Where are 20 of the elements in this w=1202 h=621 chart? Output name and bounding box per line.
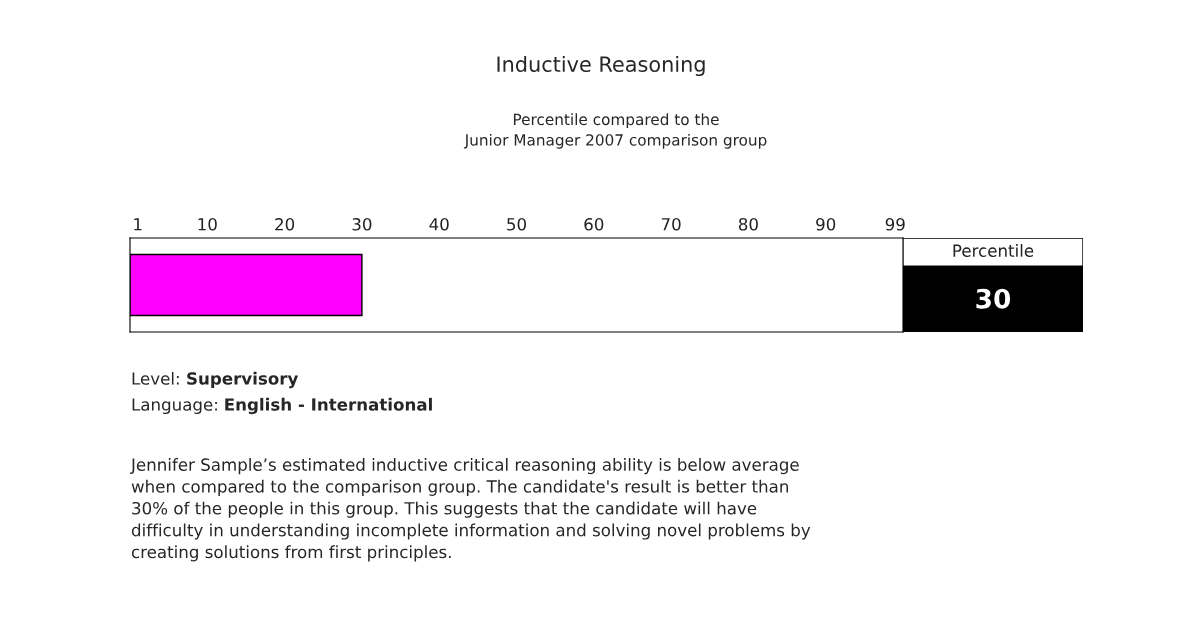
text: Jennifer Sample’s estimated inductive critical reasoning ability is below average when compared to the comparison group. The candidate's result is better than 30% of the people in this group. This suggests that the candidate will have difficulty in understanding incomplete information and solving novel problems by creating solutions from first principles. xyxy=(130,458,811,562)
x-tick-label: 20 xyxy=(275,218,295,231)
x-tick-label: 50 xyxy=(507,218,526,231)
x-tick-label: 30 xyxy=(352,218,372,231)
x-tick-label: 1 xyxy=(134,218,142,231)
x-tick-label: 70 xyxy=(661,218,681,231)
x-tick-label: 90 xyxy=(816,218,836,231)
chart-subtitle: Percentile compared to the Junior Manager 2007 comparison group xyxy=(463,113,767,149)
x-tick-label: 99 xyxy=(885,218,905,231)
x-tick-label: 10 xyxy=(198,218,217,231)
text: Supervisory xyxy=(187,371,299,389)
text: Level: xyxy=(132,371,179,385)
text: Percentile xyxy=(953,244,1034,257)
chart-title: Inductive Reasoning xyxy=(497,55,705,77)
text: Language: xyxy=(132,398,217,415)
x-tick-label: 60 xyxy=(584,218,604,231)
x-tick-label: 40 xyxy=(429,218,449,231)
text: English - International xyxy=(225,397,432,415)
text: 30 xyxy=(976,288,1011,309)
x-tick-label: 80 xyxy=(738,218,758,231)
